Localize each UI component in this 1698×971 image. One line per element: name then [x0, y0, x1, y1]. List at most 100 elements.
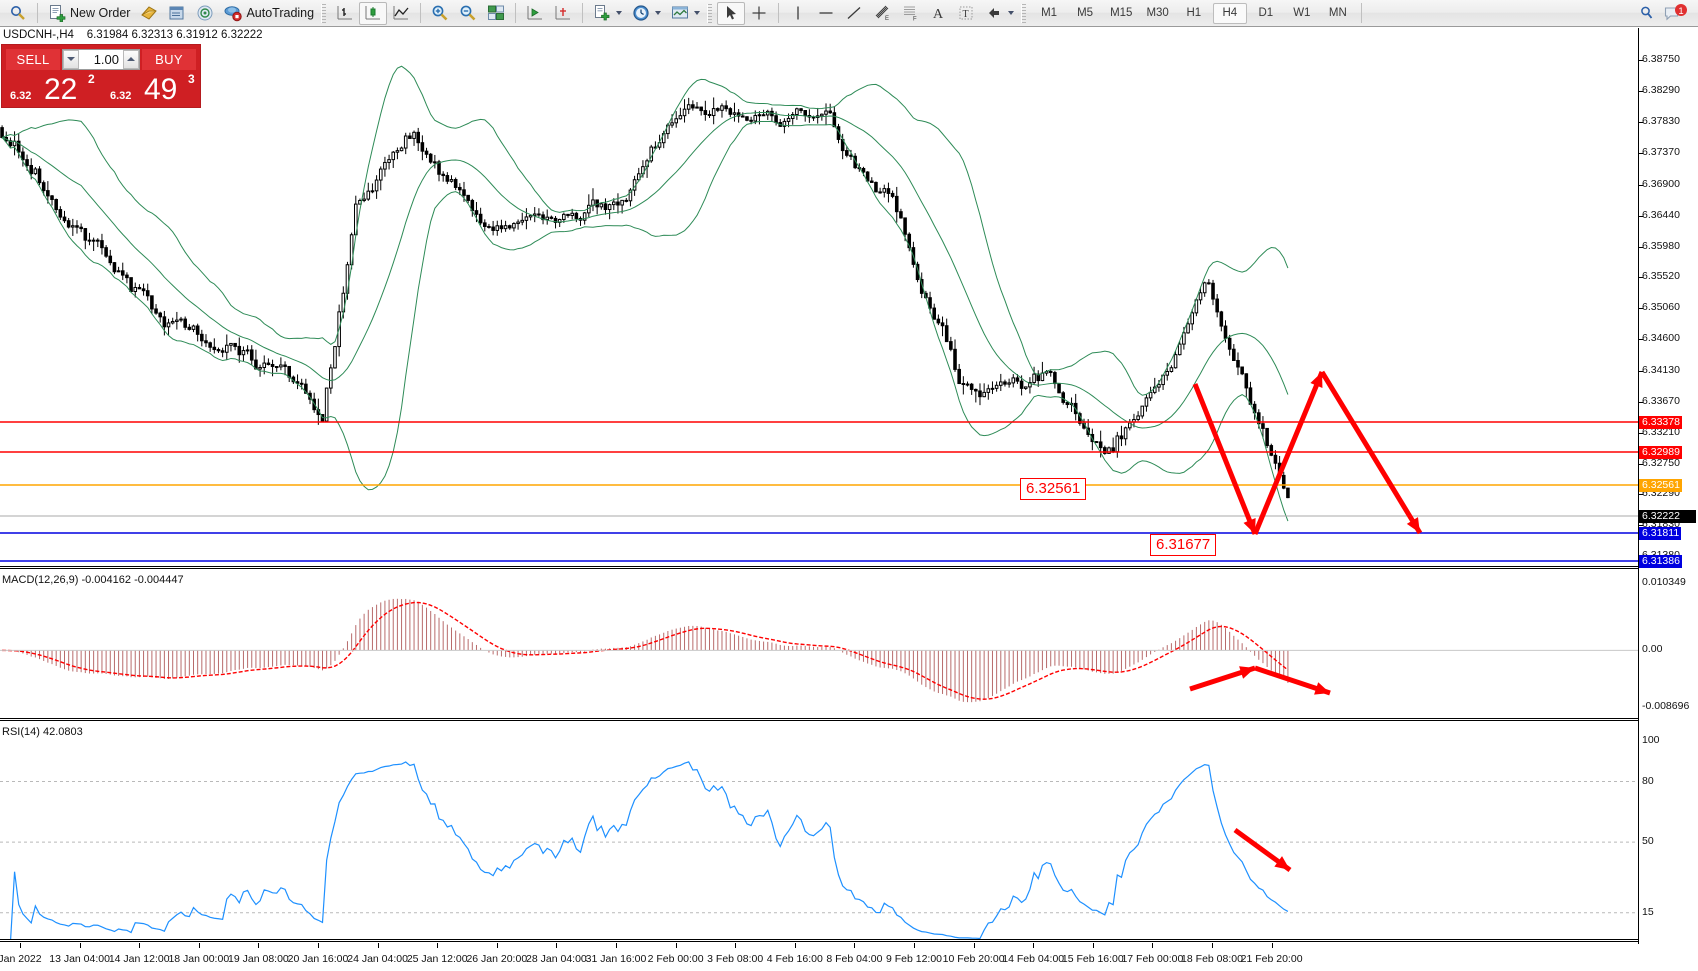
sell-price[interactable]: 6.32 22 2 [2, 71, 100, 105]
chevron-down-icon[interactable] [616, 11, 623, 15]
buy-price[interactable]: 6.32 49 3 [100, 71, 200, 105]
buy-price-prefix: 6.32 [110, 90, 132, 102]
period-separators-button[interactable] [627, 2, 666, 25]
candlestick [395, 147, 400, 160]
arrows-tool-button[interactable] [980, 2, 1019, 25]
candlestick [528, 214, 533, 221]
chart-autoscroll-button[interactable] [549, 2, 577, 25]
volume-decrease-button[interactable] [63, 49, 79, 69]
sell-button[interactable]: SELL [6, 48, 60, 70]
timeframe-button-mn[interactable]: MN [1328, 7, 1347, 19]
projection-arrow-down-1[interactable] [1192, 383, 1258, 535]
chevron-down-icon[interactable] [694, 11, 701, 15]
vertical-line-tool-button[interactable] [784, 2, 812, 25]
bollinger-middle-band [1, 111, 1289, 429]
tile-windows-button[interactable] [482, 2, 510, 25]
time-axis[interactable]: Jan 2022 13 Jan 04:00 14 Jan 12:00 18 Jan 0… [0, 942, 1698, 971]
autotrading-button[interactable]: AutoTrading [219, 2, 319, 25]
chart-shift-button[interactable] [521, 2, 549, 25]
candlestick [874, 181, 878, 193]
zoom-out-button[interactable] [454, 2, 482, 25]
volume-input[interactable]: 1.00 [79, 49, 123, 69]
arrows-icon [985, 4, 1003, 22]
chevron-down-icon[interactable] [1008, 11, 1015, 15]
terminal-button[interactable] [163, 2, 191, 25]
price-annotation-label[interactable]: 6.31677 [1150, 534, 1217, 556]
find-button[interactable] [4, 2, 32, 25]
notifications-icon[interactable]: 1 [1664, 4, 1688, 22]
text-label-icon: T [957, 4, 975, 22]
pane-separator[interactable] [0, 566, 1698, 569]
candlestick [691, 100, 695, 111]
horizontal-line-tool-button[interactable] [812, 2, 840, 25]
cursor-tool-button[interactable] [717, 1, 746, 25]
rsi-pane[interactable] [0, 725, 1698, 939]
price-axis[interactable]: 6.38750 6.38290 6.37830 6.37370 6.36900 6.364… [1638, 28, 1698, 944]
candlestick [532, 207, 537, 223]
zoom-in-button[interactable] [426, 2, 454, 25]
text-tool-button[interactable]: A [924, 2, 952, 25]
timeframe-button-h4[interactable]: H4 [1212, 2, 1247, 24]
price-level-tag-6-33378[interactable]: 6.33378 [1639, 416, 1682, 429]
candlestick [1273, 450, 1278, 470]
pane-separator[interactable] [0, 939, 1698, 942]
search-icon[interactable] [1638, 4, 1656, 22]
price-level-tag-6-31811[interactable]: 6.31811 [1639, 527, 1682, 540]
timeframe-button-m1[interactable]: M1 [1041, 7, 1058, 19]
candlestick [370, 183, 375, 194]
candlestick [878, 187, 882, 194]
candlestick [416, 127, 420, 151]
price-level-tag-6-31386[interactable]: 6.31386 [1639, 555, 1682, 568]
line-chart-button[interactable] [387, 2, 415, 25]
time-axis-tickmark [854, 943, 856, 948]
price-pane[interactable] [0, 45, 1698, 565]
candlestick [724, 100, 728, 112]
candlestick [378, 166, 383, 191]
price-annotation-label[interactable]: 6.32561 [1020, 478, 1087, 500]
macd-pane[interactable] [0, 573, 1698, 718]
equidistant-channel-tool-button[interactable]: E [868, 2, 896, 25]
chevron-down-icon[interactable] [655, 11, 662, 15]
timeframe-button-m5[interactable]: M5 [1077, 7, 1094, 19]
pane-separator[interactable] [0, 718, 1698, 721]
price-level-tag-6-32222[interactable]: 6.32222 [1639, 510, 1696, 523]
fibonacci-tool-button[interactable]: F [896, 2, 924, 25]
toolbar-grip[interactable] [707, 3, 713, 23]
new-order-button[interactable]: New Order [43, 2, 135, 25]
candlestick [1202, 281, 1207, 297]
candlestick [33, 166, 38, 176]
volume-stepper[interactable]: 1.00 [62, 48, 140, 70]
timeframe-button-h1[interactable]: H1 [1186, 7, 1202, 19]
toolbar-grip[interactable] [321, 3, 327, 23]
timeframe-button-d1[interactable]: D1 [1258, 7, 1274, 19]
candlestick [961, 376, 966, 395]
projection-arrow-down-2[interactable] [1319, 370, 1423, 535]
indicators-button[interactable] [588, 2, 627, 25]
projection-arrow-up[interactable] [1252, 371, 1325, 535]
candlestick [974, 388, 978, 403]
one-click-trading-panel[interactable]: SELL 1.00 BUY 6.32 22 2 6.32 49 3 [2, 45, 200, 107]
buy-button[interactable]: BUY [142, 48, 196, 70]
price-level-tag-6-32989[interactable]: 6.32989 [1639, 446, 1682, 459]
candlestick [21, 147, 25, 167]
timeframe-button-m30[interactable]: M30 [1146, 7, 1169, 19]
trendline-tool-button[interactable] [840, 2, 868, 25]
metaeditor-button[interactable] [135, 2, 163, 25]
chart-window[interactable]: USDCNH-,H4 6.31984 6.32313 6.31912 6.322… [0, 27, 1698, 971]
toolbar-grip[interactable] [1021, 3, 1027, 23]
bar-chart-button[interactable] [331, 2, 359, 25]
timeframe-button-w1[interactable]: W1 [1293, 7, 1311, 19]
templates-button[interactable] [666, 2, 705, 25]
time-axis-tickmark [556, 943, 558, 948]
candlestick-chart-button[interactable] [359, 1, 388, 25]
timeframe-button-m15[interactable]: M15 [1110, 7, 1133, 19]
candlestick [1128, 419, 1132, 431]
time-axis-tickmark [139, 943, 141, 948]
text-label-tool-button[interactable]: T [952, 2, 980, 25]
volume-increase-button[interactable] [123, 49, 139, 69]
crosshair-tool-button[interactable] [745, 2, 773, 25]
candlestick [1136, 411, 1140, 422]
price-level-tag-6-32561[interactable]: 6.32561 [1639, 479, 1682, 492]
strategy-tester-button[interactable] [191, 2, 219, 25]
candlestick [229, 342, 233, 352]
